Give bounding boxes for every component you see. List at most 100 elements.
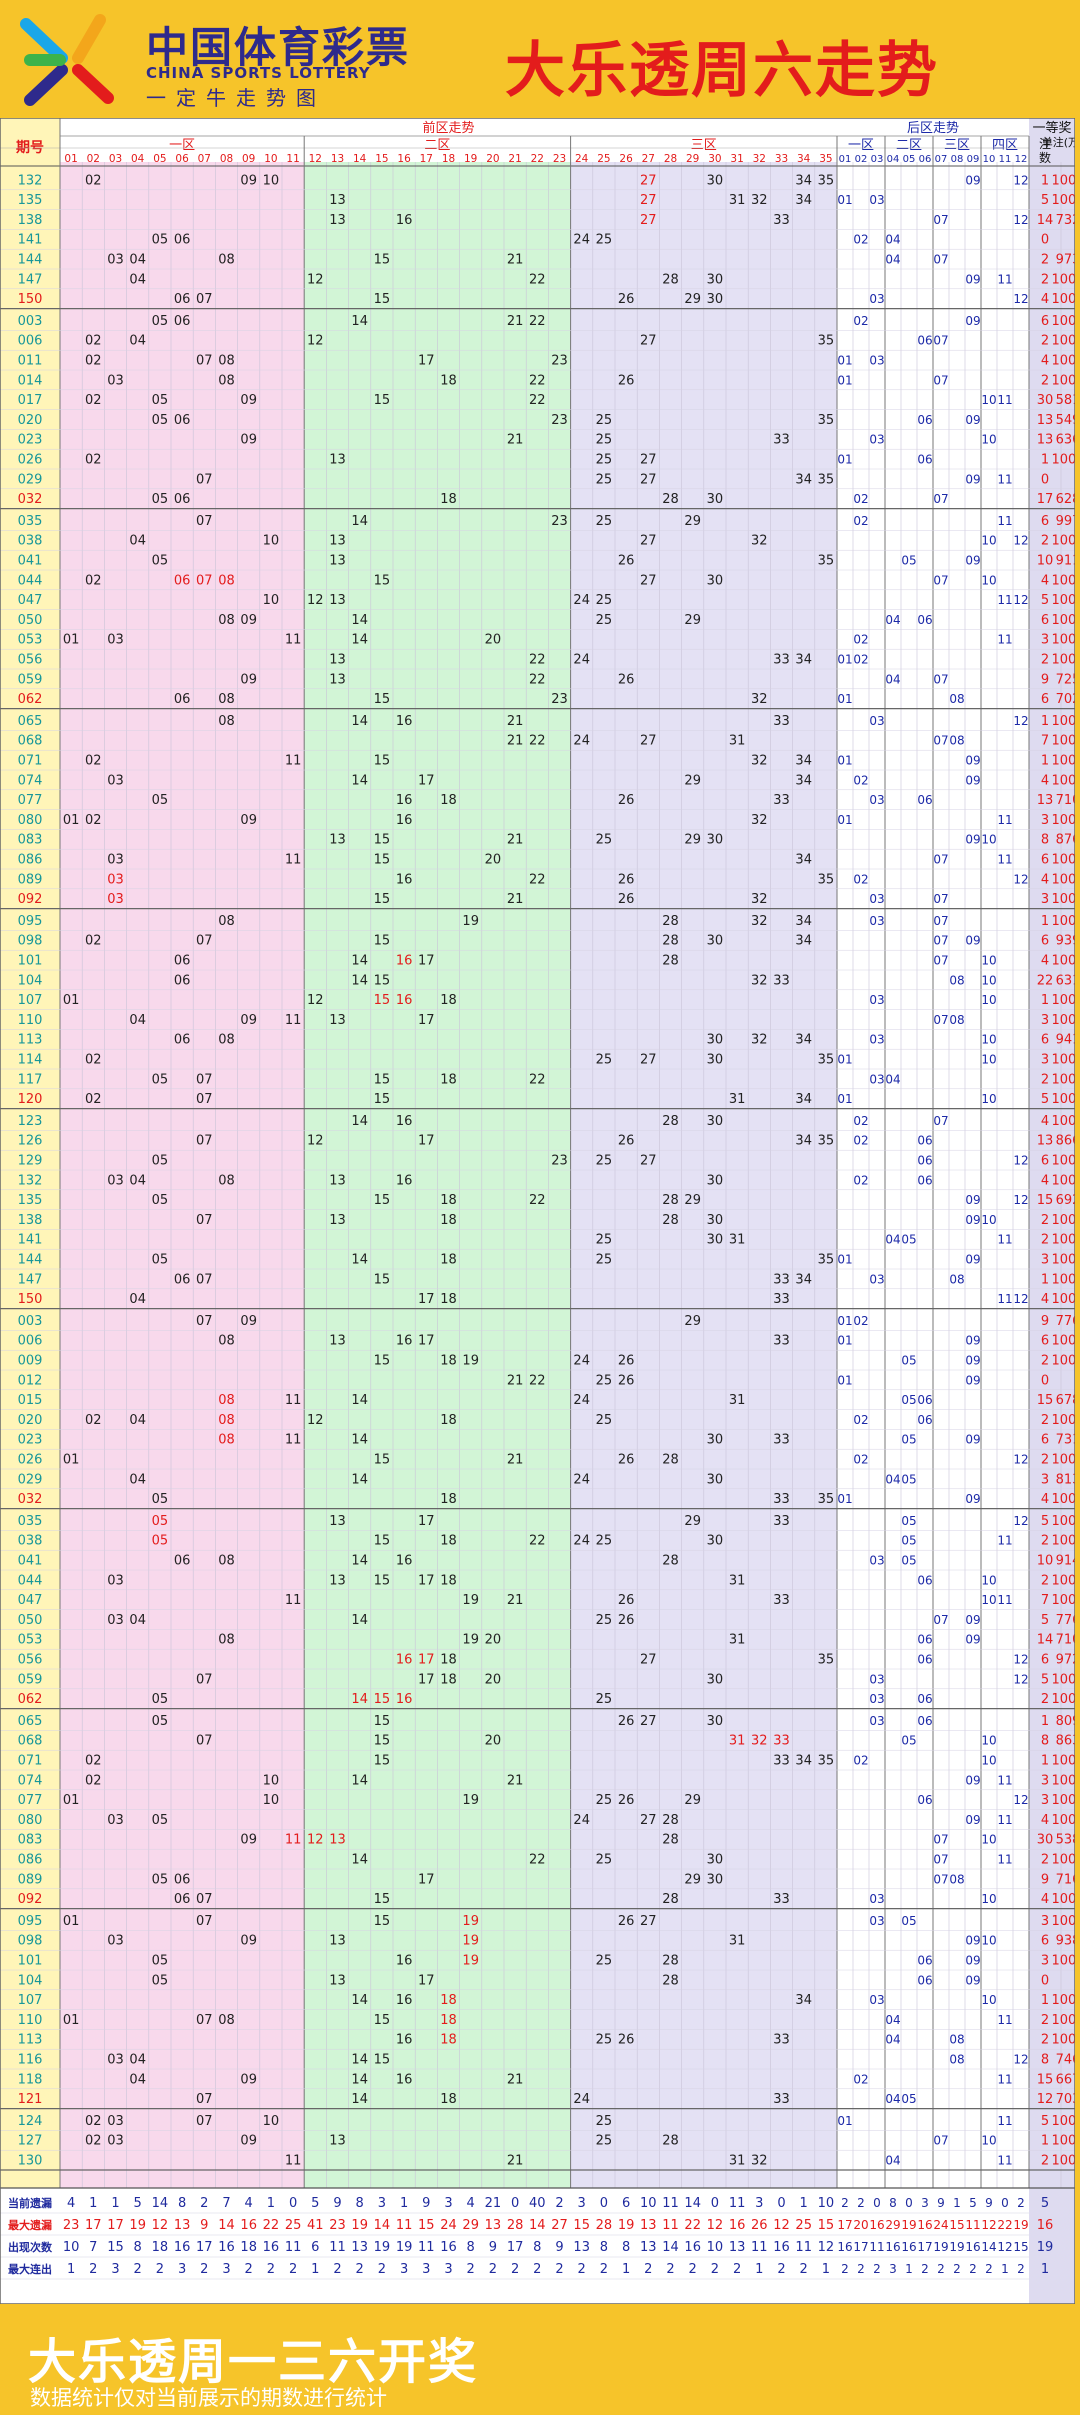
front-number: 07 xyxy=(196,1272,213,1287)
period-cell: 050 xyxy=(18,613,43,628)
stats-back-value: 0 xyxy=(873,2196,881,2210)
front-number: 27 xyxy=(640,213,657,228)
front-number: 27 xyxy=(640,734,657,749)
front-number: 07 xyxy=(196,292,213,307)
period-cell: 059 xyxy=(18,672,43,687)
front-number: 22 xyxy=(529,1072,546,1087)
back-number: 03 xyxy=(869,914,884,928)
back-number: 09 xyxy=(965,472,980,486)
back-number: 06 xyxy=(917,1173,932,1187)
stats-front-value: 17 xyxy=(507,2240,524,2255)
stats-front-value: 1 xyxy=(755,2262,763,2277)
front-number: 09 xyxy=(240,2072,257,2087)
winners-cell: 5 xyxy=(1041,193,1049,208)
stats-back-value: 2 xyxy=(937,2262,945,2276)
back-number: 08 xyxy=(949,692,964,706)
stats-extra-value: 1 xyxy=(1041,2262,1049,2277)
stats-front-value: 28 xyxy=(507,2218,524,2233)
front-number: 29 xyxy=(684,1793,701,1808)
front-number: 21 xyxy=(507,892,524,907)
prize-column-bg xyxy=(1029,118,1075,2304)
front-col-header: 20 xyxy=(486,153,499,165)
back-number: 02 xyxy=(853,1314,868,1328)
period-cell: 053 xyxy=(18,1633,43,1648)
stats-back-value: 1 xyxy=(953,2196,961,2210)
winners-cell: 6 xyxy=(1041,314,1049,329)
front-number: 11 xyxy=(285,1593,302,1608)
back-number: 05 xyxy=(901,1534,916,1548)
back-number: 10 xyxy=(981,1052,996,1066)
front-col-header: 01 xyxy=(64,153,77,165)
stats-front-value: 8 xyxy=(600,2240,608,2255)
front-number: 03 xyxy=(107,892,124,907)
stats-front-value: 2 xyxy=(267,2262,275,2277)
period-cell: 038 xyxy=(18,1534,43,1549)
front-number: 16 xyxy=(396,813,413,828)
front-number: 25 xyxy=(596,1793,613,1808)
front-number: 30 xyxy=(707,1233,724,1248)
stats-back-value: 12 xyxy=(981,2218,996,2232)
amount-cell: 813 xyxy=(1056,1472,1075,1487)
winners-cell: 12 xyxy=(1037,2092,1054,2107)
amount-cell: 631 xyxy=(1056,973,1075,988)
front-number: 30 xyxy=(707,1213,724,1228)
winners-cell: 4 xyxy=(1041,773,1049,788)
front-number: 12 xyxy=(307,1413,324,1428)
front-number: 29 xyxy=(684,1872,701,1887)
winners-cell: 6 xyxy=(1041,692,1049,707)
stats-back-value: 2 xyxy=(857,2262,865,2276)
front-number: 15 xyxy=(374,1272,391,1287)
stats-prize-bg xyxy=(1029,2188,1075,2304)
front-number: 26 xyxy=(618,373,635,388)
winners-cell: 4 xyxy=(1041,1813,1049,1828)
stats-back-value: 12 xyxy=(997,2240,1012,2254)
stats-back-value: 14 xyxy=(981,2240,996,2254)
front-zone-label: 二区 xyxy=(424,138,450,153)
front-number: 33 xyxy=(773,1492,790,1507)
front-number: 35 xyxy=(818,173,835,188)
front-number: 18 xyxy=(440,1573,457,1588)
stats-front-value: 2 xyxy=(511,2262,519,2277)
front-number: 35 xyxy=(818,1492,835,1507)
stats-front-value: 17 xyxy=(196,2240,213,2255)
back-number: 06 xyxy=(917,452,932,466)
stats-back-value: 2 xyxy=(841,2262,849,2276)
logo-slogan: 一定牛走势图 xyxy=(146,86,326,110)
period-cell: 068 xyxy=(18,1734,43,1749)
prize-header: 一等奖 xyxy=(1032,120,1071,136)
front-number: 04 xyxy=(129,1292,146,1307)
back-number: 03 xyxy=(869,1914,884,1928)
front-number: 30 xyxy=(707,173,724,188)
front-col-header: 18 xyxy=(442,153,455,165)
front-number: 06 xyxy=(174,492,191,507)
front-col-header: 10 xyxy=(264,153,277,165)
front-number: 03 xyxy=(107,1813,124,1828)
winners-cell: 13 xyxy=(1037,433,1054,448)
front-number: 01 xyxy=(63,633,80,648)
stats-front-value: 2 xyxy=(156,2262,164,2277)
stats-front-value: 10 xyxy=(818,2196,835,2211)
stats-front-value: 23 xyxy=(63,2218,80,2233)
back-col-header: 10 xyxy=(983,154,996,165)
period-cell: 113 xyxy=(18,1033,43,1048)
back-number: 10 xyxy=(981,1213,996,1227)
period-cell: 121 xyxy=(18,2092,43,2107)
period-cell: 080 xyxy=(18,1813,43,1828)
front-number: 34 xyxy=(795,914,812,929)
front-number: 17 xyxy=(418,1334,435,1349)
amount-cell: 776 xyxy=(1056,1613,1075,1628)
back-number: 09 xyxy=(965,553,980,567)
front-number: 02 xyxy=(85,353,102,368)
winners-cell: 15 xyxy=(1037,2072,1054,2087)
back-number: 07 xyxy=(933,892,948,906)
stats-bg xyxy=(0,2188,1075,2304)
front-number: 16 xyxy=(396,793,413,808)
front-number: 30 xyxy=(707,1114,724,1129)
back-number: 03 xyxy=(869,892,884,906)
front-number: 14 xyxy=(351,1433,368,1448)
